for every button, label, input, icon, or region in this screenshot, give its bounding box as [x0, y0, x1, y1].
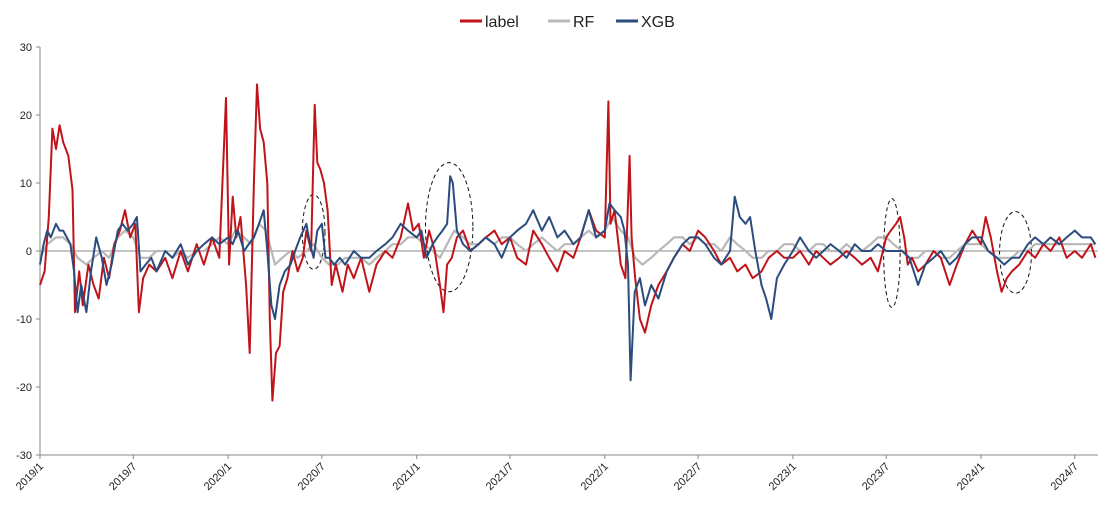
legend-item-rf: RF	[548, 14, 595, 31]
x-tick-label: 2019/1	[14, 461, 46, 493]
y-tick-label: -30	[16, 450, 32, 462]
annotations	[301, 162, 1033, 308]
legend-label: RF	[573, 14, 595, 31]
highlight-ellipse	[883, 198, 901, 308]
legend-label: XGB	[641, 14, 675, 31]
x-tick-label: 2020/1	[202, 461, 234, 493]
x-tick-label: 2023/1	[767, 461, 799, 493]
y-tick-label: 0	[26, 246, 32, 258]
legend-item-label: label	[460, 14, 519, 31]
x-tick-label: 2023/7	[860, 461, 892, 493]
series-line-xgb	[39, 175, 1097, 382]
legend-label: label	[485, 14, 519, 31]
legend-item-xgb: XGB	[616, 14, 675, 31]
x-tick-label: 2019/7	[107, 461, 139, 493]
y-tick-label: -10	[16, 314, 32, 326]
y-tick-label: 10	[20, 178, 32, 190]
legend: label RF XGB	[460, 14, 675, 31]
highlight-ellipse	[301, 194, 326, 270]
x-tick-label: 2024/1	[955, 461, 987, 493]
x-tick-label: 2022/1	[579, 461, 611, 493]
series-line-rf	[39, 215, 1096, 266]
y-tick-label: 20	[20, 110, 32, 122]
x-tick-label: 2024/7	[1049, 461, 1081, 493]
x-tick-label: 2022/7	[672, 461, 704, 493]
y-tick-label: -20	[16, 382, 32, 394]
series-group	[39, 83, 1097, 402]
y-tick-label: 30	[20, 42, 32, 54]
x-tick-label: 2021/1	[391, 461, 423, 493]
x-tick-label: 2020/7	[296, 461, 328, 493]
highlight-ellipse	[999, 211, 1033, 294]
x-tick-label: 2021/7	[484, 461, 516, 493]
highlight-ellipse	[424, 162, 474, 293]
series-line-label	[39, 83, 1097, 402]
